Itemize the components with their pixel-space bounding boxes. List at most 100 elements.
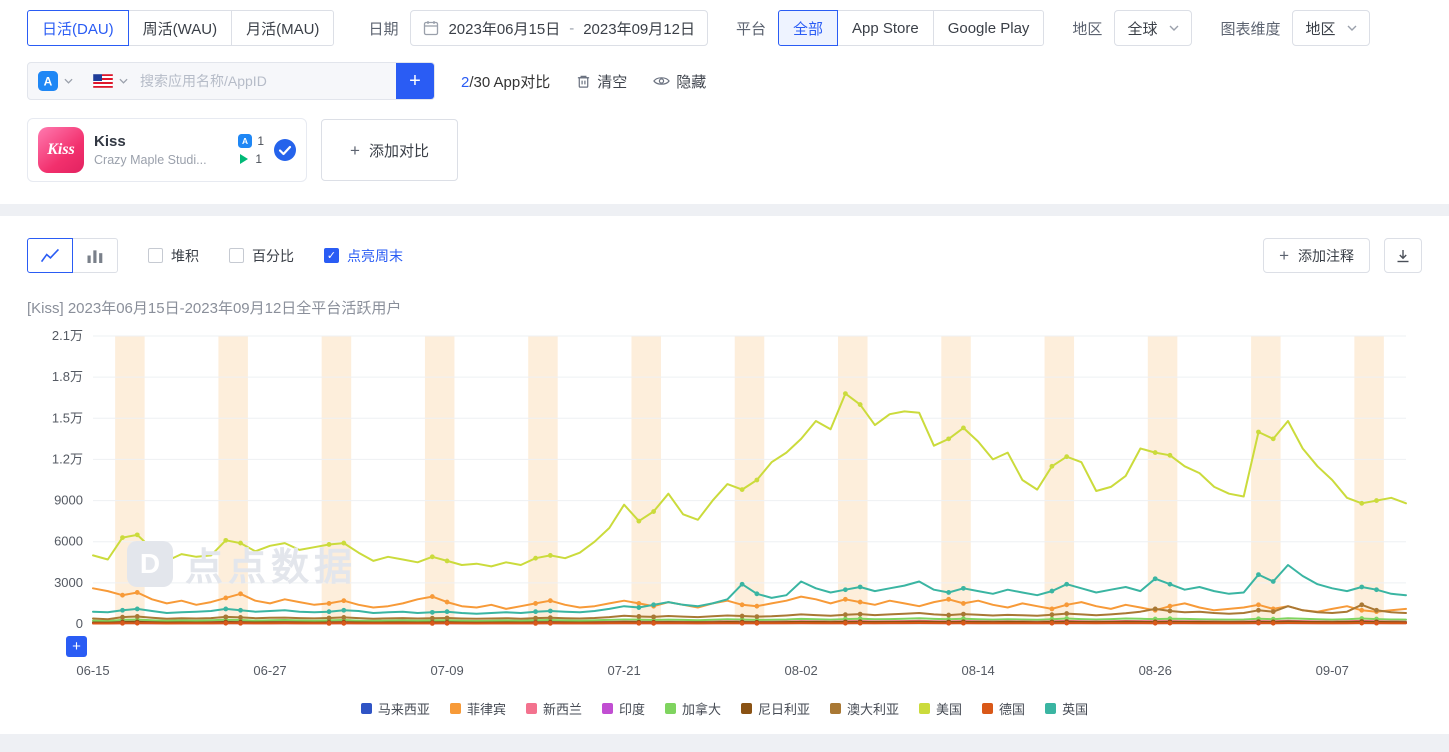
- filter-row: 日活(DAU) 周活(WAU) 月活(MAU) 日期 2023年06月15日 -…: [0, 0, 1449, 46]
- compare-total: /30 App对比: [469, 73, 551, 91]
- platform-googleplay[interactable]: Google Play: [932, 10, 1045, 46]
- weekend-checkbox[interactable]: ✓ 点亮周末: [324, 246, 403, 266]
- country-selector[interactable]: [83, 63, 138, 99]
- weekend-dot: [842, 391, 848, 396]
- weekend-dot: [1049, 612, 1055, 618]
- legend-item-7[interactable]: 美国: [919, 699, 962, 718]
- legend-swatch: [525, 703, 537, 714]
- legend-swatch: [982, 703, 994, 714]
- legend-item-3[interactable]: 印度: [601, 699, 645, 718]
- weekend-dot: [444, 620, 450, 626]
- store-selector[interactable]: A: [28, 63, 83, 99]
- chart-title: [Kiss] 2023年06月15日-2023年09月12日全平台活跃用户: [27, 300, 402, 317]
- line-chart-button[interactable]: [27, 238, 73, 273]
- weekend-dot: [842, 596, 848, 602]
- chart-area: D 点点数据 0 3000 6000 9000 1.2万 1.5万 1.8万 2.1万 06-1…: [27, 324, 1422, 689]
- add-annotation-button[interactable]: + 添加注释: [1263, 238, 1370, 273]
- platform-badges: A 1 1: [238, 134, 264, 166]
- weekend-dot: [1374, 620, 1379, 626]
- weekend-dot: [223, 606, 229, 612]
- weekend-dot: [1270, 579, 1276, 584]
- chart-add-button[interactable]: +: [66, 636, 87, 657]
- section-divider: [0, 204, 1449, 216]
- hide-button[interactable]: 隐藏: [653, 71, 706, 92]
- legend-item-8[interactable]: 德国: [982, 699, 1025, 718]
- appstore-count: 1: [257, 134, 264, 148]
- add-compare-button[interactable]: + 添加对比: [321, 119, 458, 181]
- weekend-dot: [961, 611, 966, 617]
- tab-dau[interactable]: 日活(DAU): [27, 10, 129, 46]
- y-axis-label: 1.5万: [52, 410, 83, 425]
- weekend-dot: [326, 609, 332, 615]
- weekend-dot: [533, 609, 538, 615]
- tab-mau[interactable]: 月活(MAU): [231, 10, 335, 46]
- series-line-9: [92, 564, 1407, 615]
- legend-item-0[interactable]: 马来西亚: [360, 699, 430, 718]
- dimension-select[interactable]: 地区: [1292, 10, 1371, 46]
- weekend-dot: [1049, 463, 1055, 469]
- weekend-dot: [857, 599, 863, 605]
- weekend-dot: [1152, 576, 1158, 582]
- region-select[interactable]: 全球: [1114, 10, 1193, 46]
- weekend-dot: [754, 603, 760, 609]
- weekend-dot: [946, 436, 952, 442]
- weekend-dot: [1167, 620, 1173, 626]
- bar-chart-button[interactable]: [72, 238, 118, 273]
- legend-item-2[interactable]: 新西兰: [525, 699, 582, 718]
- bar-chart-icon: [87, 250, 103, 263]
- weekend-band: [424, 336, 455, 624]
- plus-icon: +: [350, 140, 360, 160]
- legend-swatch: [449, 703, 461, 714]
- weekend-dot: [1359, 584, 1365, 590]
- weekend-dot: [238, 540, 243, 546]
- legend-swatch: [919, 703, 931, 714]
- legend-item-1[interactable]: 菲律宾: [449, 699, 506, 718]
- checkbox-unchecked: [148, 248, 163, 263]
- stacked-checkbox[interactable]: 堆积: [148, 246, 199, 266]
- legend-swatch: [830, 703, 842, 714]
- platform-options: 全部 App Store Google Play: [777, 10, 1045, 46]
- legend-label: 尼日利亚: [758, 702, 811, 717]
- legend-item-4[interactable]: 加拿大: [664, 699, 721, 718]
- y-axis-label: 2.1万: [52, 328, 83, 343]
- weekend-dot: [1152, 606, 1158, 612]
- weekend-dot: [429, 620, 435, 626]
- platform-appstore[interactable]: App Store: [836, 10, 934, 46]
- weekend-dot: [739, 620, 745, 626]
- weekend-dot: [1167, 452, 1173, 458]
- chart-legend: 马来西亚 菲律宾 新西兰 印度 加拿大 尼日利亚 澳大利亚 美国 德国 英国: [27, 689, 1422, 730]
- app-developer: Crazy Maple Studi...: [94, 153, 207, 167]
- weekend-dot: [223, 595, 229, 601]
- clear-button[interactable]: 清空: [576, 71, 627, 92]
- app-card-kiss[interactable]: Kiss Kiss Crazy Maple Studi... A 1 1: [27, 118, 307, 182]
- weekend-dot: [533, 615, 538, 621]
- weekend-dot: [120, 607, 125, 613]
- download-button[interactable]: [1384, 238, 1422, 273]
- weekend-dot: [857, 584, 863, 590]
- legend-label: 新西兰: [542, 702, 582, 717]
- weekend-dot: [1256, 572, 1261, 578]
- weekend-band: [1354, 336, 1384, 624]
- tab-wau[interactable]: 周活(WAU): [127, 10, 233, 46]
- legend-item-5[interactable]: 尼日利亚: [741, 699, 810, 718]
- weekend-dot: [429, 615, 435, 621]
- selected-check[interactable]: [274, 139, 296, 161]
- platform-all[interactable]: 全部: [777, 10, 838, 46]
- add-app-button[interactable]: +: [396, 63, 434, 99]
- weekend-dot: [238, 607, 243, 613]
- google-play-mini-icon: [240, 154, 249, 164]
- weekend-dot: [961, 585, 966, 591]
- weekend-dot: [1359, 602, 1365, 608]
- date-range-picker[interactable]: 2023年06月15日 - 2023年09月12日: [410, 10, 708, 46]
- legend-item-9[interactable]: 英国: [1045, 699, 1088, 718]
- percent-checkbox[interactable]: 百分比: [229, 246, 294, 266]
- dimension-label: 图表维度: [1220, 20, 1281, 38]
- weekend-dot: [1359, 620, 1365, 626]
- app-search-input[interactable]: [138, 72, 396, 90]
- weekend-dot: [842, 612, 848, 618]
- legend-item-6[interactable]: 澳大利亚: [830, 699, 899, 718]
- hide-label: 隐藏: [676, 73, 707, 91]
- y-axis-label: 0: [76, 616, 83, 631]
- weekend-dot: [636, 614, 642, 619]
- chart-panel: 堆积 百分比 ✓ 点亮周末 + 添加注释 [Kiss] 2023年06月15日-…: [0, 216, 1449, 734]
